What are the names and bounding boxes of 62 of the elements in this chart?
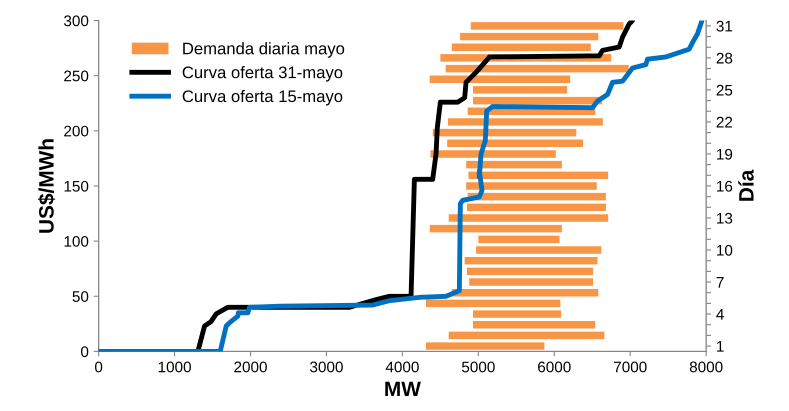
- y-tick-label: 16: [717, 180, 732, 192]
- bar: [470, 22, 624, 30]
- bar: [430, 76, 570, 83]
- x-tick-label: 7000: [614, 362, 647, 372]
- bar: [446, 64, 629, 72]
- bar: [466, 182, 597, 190]
- y-tick-label: 1: [717, 341, 724, 352]
- x-tick-label: 0: [94, 362, 102, 372]
- y-tick-label: 250: [64, 70, 88, 82]
- y-tick-label: 10: [717, 244, 732, 256]
- bar: [464, 256, 598, 264]
- bar: [448, 332, 604, 340]
- bar: [473, 96, 602, 104]
- bar: [466, 160, 562, 168]
- y-tick-label: 13: [717, 212, 732, 224]
- y-tick-label: 200: [64, 126, 88, 137]
- legend-label: Curva oferta 31-mayo: [182, 66, 342, 82]
- y-tick-label: 25: [716, 84, 732, 96]
- x-tick-label: 3000: [310, 362, 343, 372]
- x-tick-label: 8000: [690, 362, 723, 372]
- y-tick-label: 28: [716, 52, 732, 64]
- legend-label: Curva oferta 15-mayo: [182, 90, 342, 106]
- legend-label: Demanda diaria mayo: [183, 42, 344, 58]
- bar: [426, 300, 560, 308]
- y-axis-title: Día: [738, 170, 754, 201]
- y-tick-label: 100: [64, 236, 88, 247]
- bar: [469, 278, 594, 286]
- x-tick-label: 1000: [158, 362, 191, 372]
- bar: [430, 224, 562, 232]
- y-axis-title: US$/MWh: [38, 139, 56, 233]
- bar: [452, 43, 591, 51]
- bar: [448, 118, 603, 126]
- bar: [473, 86, 568, 94]
- bar: [468, 172, 608, 180]
- y-tick-label: 4: [716, 309, 724, 320]
- bar: [452, 288, 598, 296]
- bar: [430, 150, 556, 158]
- y-tick-label: 19: [717, 148, 732, 160]
- y-tick-label: 300: [64, 15, 88, 26]
- bar: [460, 32, 598, 40]
- y-tick-label: 0: [81, 346, 88, 358]
- bar: [473, 320, 596, 328]
- x-tick-label: 2000: [234, 362, 267, 372]
- x-tick-label: 5000: [462, 362, 495, 372]
- y-tick-label: 50: [72, 291, 88, 302]
- bar: [448, 214, 608, 222]
- x-tick-label: 4000: [386, 362, 419, 372]
- y-tick-label: 31: [716, 20, 732, 32]
- bar: [426, 342, 544, 350]
- bar: [468, 192, 606, 200]
- bar: [466, 268, 594, 276]
- bar: [432, 128, 576, 136]
- bar: [476, 246, 602, 254]
- x-axis-title: MW: [385, 382, 421, 396]
- bar: [447, 140, 584, 148]
- y-tick-label: 150: [64, 180, 88, 192]
- bar: [478, 236, 560, 244]
- y-tick-label: 22: [716, 116, 732, 128]
- x-tick-label: 6000: [538, 362, 571, 372]
- y-tick-label: 7: [716, 277, 724, 288]
- bar: [473, 310, 562, 318]
- bar: [466, 204, 606, 212]
